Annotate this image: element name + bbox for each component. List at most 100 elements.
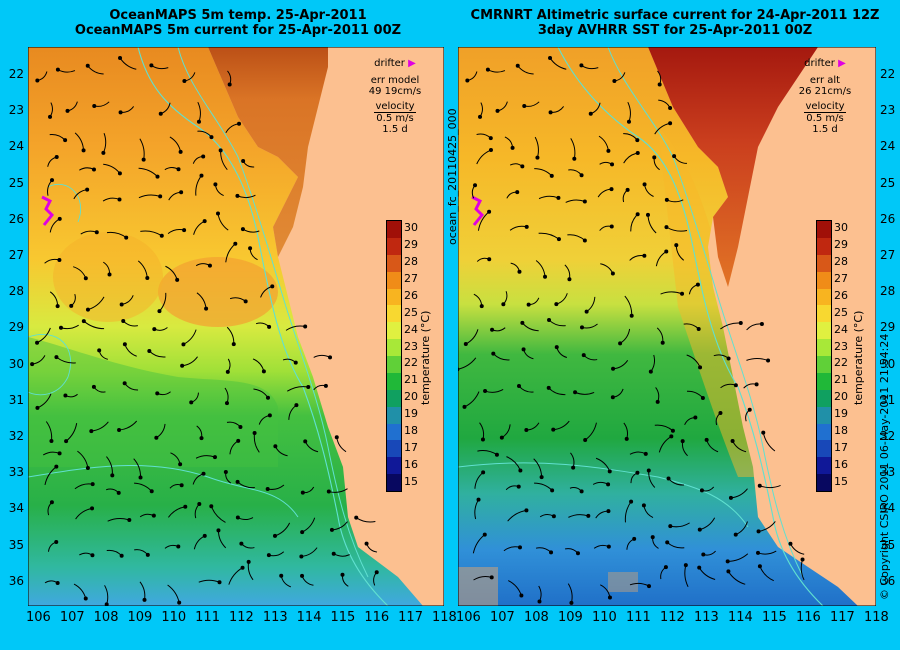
current-arrowhead (265, 486, 270, 491)
current-arrowhead (582, 199, 587, 204)
current-arrowhead (231, 342, 236, 347)
current-arrowhead (224, 401, 229, 406)
colorbar-tick-label: 27 (834, 272, 848, 286)
colorbar-swatch (817, 423, 831, 441)
current-arrowhead (697, 527, 702, 532)
lon-tick-label: 116 (364, 610, 390, 625)
current-arrowhead (635, 470, 640, 475)
current-arrowhead (329, 527, 334, 532)
colorbar-swatch (817, 339, 831, 356)
right-colorbar-label: temperature (°C) (852, 310, 865, 405)
current-arrowhead (116, 490, 121, 495)
current-arrowhead (670, 428, 675, 433)
current-arrowhead (237, 121, 242, 126)
current-arrowhead (476, 497, 481, 502)
colorbar-swatch (387, 322, 401, 340)
lon-tick-label: 115 (330, 610, 356, 625)
current-arrowhead (584, 309, 589, 314)
lat-tick-label: 26 (8, 211, 24, 226)
current-arrowhead (55, 580, 60, 585)
current-arrowhead (537, 599, 542, 604)
current-arrowhead (704, 437, 709, 442)
colorbar-swatch (387, 221, 401, 238)
colorbar-tick-label: 28 (404, 255, 418, 269)
current-arrowhead (55, 304, 60, 309)
colorbar-swatch (387, 389, 401, 407)
current-arrowhead (265, 395, 270, 400)
lon-tick-label: 110 (592, 610, 617, 625)
current-arrowhead (202, 219, 207, 224)
lat-tick-label: 32 (8, 429, 24, 443)
lat-tick-label: 24 (880, 139, 896, 154)
current-arrowhead (149, 63, 154, 68)
colorbar-tick-label: 22 (834, 356, 848, 370)
current-arrowhead (127, 517, 132, 522)
current-arrowhead (118, 55, 123, 60)
current-arrowhead (183, 504, 188, 509)
current-arrowhead (733, 532, 738, 537)
current-arrowhead (635, 212, 640, 217)
current-arrowhead (700, 395, 705, 400)
colorbar-swatch (817, 288, 831, 306)
current-arrowhead (118, 110, 123, 115)
current-arrowhead (668, 121, 673, 126)
colorbar-tick-label: 30 (834, 221, 848, 235)
current-arrowhead (726, 569, 731, 574)
current-arrowhead (539, 475, 544, 480)
lat-tick-label: 31 (880, 392, 896, 407)
current-arrowhead (81, 319, 86, 324)
current-arrowhead (571, 465, 576, 470)
current-arrowhead (196, 119, 201, 124)
current-arrowhead (323, 383, 328, 388)
colorbar-tick-label: 19 (404, 407, 418, 421)
current-arrowhead (364, 541, 369, 546)
current-arrowhead (300, 573, 305, 578)
current-arrowhead (526, 302, 531, 307)
current-arrowhead (480, 437, 485, 442)
current-arrowhead (240, 227, 245, 232)
current-arrowhead (91, 384, 96, 389)
current-arrowhead (176, 544, 181, 549)
current-arrowhead (572, 156, 577, 161)
colorbar-swatch (817, 440, 831, 458)
colorbar-tick-label: 25 (404, 305, 418, 319)
lat-tick-label: 35 (880, 537, 896, 552)
current-arrowhead (117, 427, 122, 432)
current-arrowhead (54, 464, 59, 469)
colorbar-swatch (387, 406, 401, 424)
current-arrowhead (117, 171, 122, 176)
colorbar-swatch (817, 457, 831, 475)
current-arrowhead (204, 306, 209, 311)
colorbar-tick-label: 24 (404, 322, 418, 336)
current-arrowhead (668, 524, 673, 529)
current-arrowhead (57, 258, 62, 263)
colorbar-swatch (817, 237, 831, 255)
current-arrowhead (606, 148, 611, 153)
current-arrowhead (223, 470, 228, 475)
current-arrowhead (181, 342, 186, 347)
current-arrowhead (524, 427, 529, 432)
lon-tick-label: 118 (864, 610, 889, 625)
current-arrowhead (303, 324, 308, 329)
lat-tick-label: 30 (8, 356, 24, 371)
current-arrowhead (495, 108, 500, 113)
current-arrowhead (756, 550, 761, 555)
colorbar-swatch (817, 322, 831, 340)
current-arrowhead (306, 384, 311, 389)
current-arrowhead (548, 55, 553, 60)
current-arrowhead (730, 439, 735, 444)
colorbar-swatch (817, 372, 831, 390)
right-title-line1: CMRNRT Altimetric surface current for 24… (470, 8, 880, 23)
current-arrowhead (697, 565, 702, 570)
current-arrowhead (606, 482, 611, 487)
current-arrowhead (30, 362, 35, 367)
current-arrowhead (664, 249, 669, 254)
current-arrowhead (672, 154, 677, 159)
current-arrowhead (652, 155, 657, 160)
current-arrowhead (121, 319, 126, 324)
colorbar-tick-label: 30 (404, 221, 418, 235)
legend-speed: 0.5 m/s (804, 112, 846, 124)
lat-tick-label: 29 (880, 320, 896, 335)
current-arrowhead (635, 138, 640, 143)
